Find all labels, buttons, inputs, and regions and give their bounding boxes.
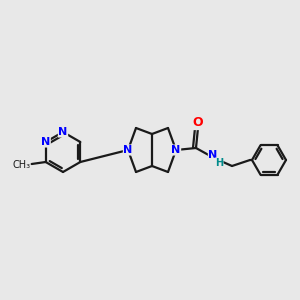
Text: H: H: [215, 158, 223, 168]
Text: N: N: [41, 137, 50, 147]
Text: CH₃: CH₃: [13, 160, 31, 170]
Text: N: N: [58, 127, 68, 137]
Text: N: N: [171, 145, 181, 155]
Text: O: O: [193, 116, 203, 130]
Text: N: N: [208, 150, 217, 160]
Text: N: N: [123, 145, 133, 155]
